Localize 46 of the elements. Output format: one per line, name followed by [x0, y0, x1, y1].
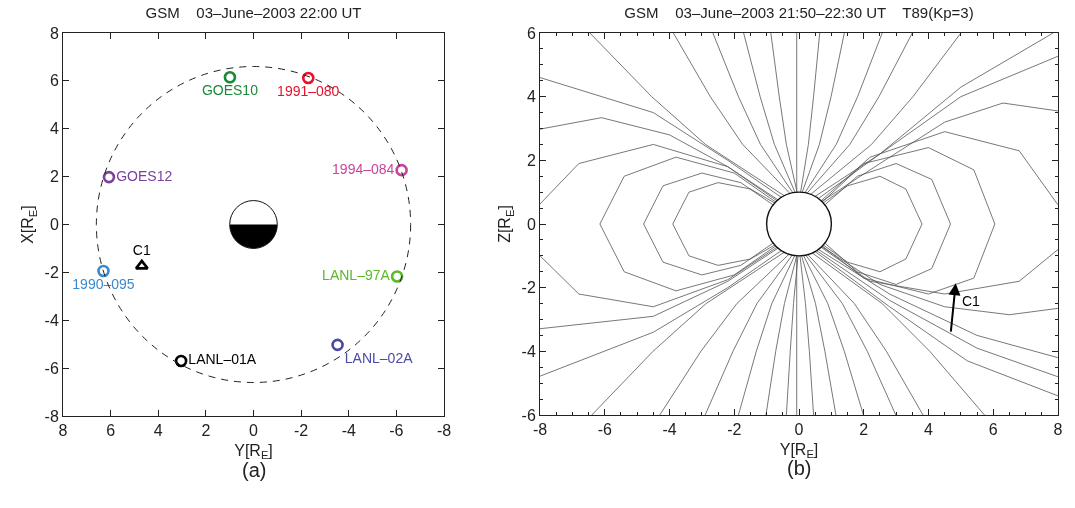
series-label: LANL–02A — [344, 349, 414, 366]
chart-title: GSM 03–June–2003 22:00 UT — [145, 4, 362, 22]
x-tick-label: -4 — [341, 422, 356, 440]
x-tick-label: 8 — [1053, 421, 1063, 439]
x-tick-label: 2 — [201, 422, 211, 440]
series-label: 1991–080 — [277, 82, 340, 99]
x-tick-label: -6 — [389, 422, 404, 440]
y-tick-label: 6 — [526, 24, 536, 42]
y-tick-label: -6 — [44, 359, 59, 377]
series-label: 1994–084 — [332, 160, 395, 177]
series-label: GOES10 — [201, 82, 259, 99]
series-label: LANL–01A — [188, 351, 257, 368]
y-tick-label: 8 — [49, 24, 59, 42]
x-tick-label: -2 — [727, 421, 742, 439]
y-tick-label: 4 — [526, 88, 536, 106]
x-tick-label: 0 — [249, 422, 259, 440]
y-tick-label: 0 — [526, 215, 536, 233]
chart-title: GSM 03–June–2003 21:50–22:30 UT T89(Kp=3) — [624, 4, 974, 22]
x-tick-label: 4 — [153, 422, 163, 440]
y-tick-label: -4 — [521, 342, 536, 360]
y-tick-label: 2 — [49, 168, 59, 186]
x-tick-label: 2 — [859, 421, 869, 439]
series-label: C1 — [132, 242, 151, 259]
y-tick-label: -6 — [521, 406, 536, 424]
text: (a) — [242, 459, 267, 481]
x-tick-label: 4 — [924, 421, 934, 439]
x-tick-label: 0 — [794, 421, 804, 439]
x-tick-label: -8 — [436, 422, 452, 440]
y-tick-label: 0 — [49, 216, 59, 234]
annotation: C1 — [962, 293, 981, 309]
y-tick-label: 2 — [526, 151, 536, 169]
y-tick-label: -8 — [44, 407, 59, 425]
y-tick-label: -4 — [44, 311, 59, 329]
y-tick-label: -2 — [44, 263, 59, 281]
series-label: GOES12 — [116, 167, 173, 184]
x-tick-label: 6 — [988, 421, 998, 439]
x-tick-label: -2 — [294, 422, 309, 440]
series-label: LANL–97A — [322, 266, 391, 283]
y-tick-label: -2 — [521, 279, 536, 297]
series-label: 1990–095 — [72, 275, 135, 292]
y-tick-label: 4 — [49, 120, 59, 138]
y-tick-label: 6 — [49, 72, 59, 90]
x-tick-label: 6 — [106, 422, 116, 440]
x-axis-title: Y[R$_{E}$] — [234, 441, 273, 462]
x-tick-label: -6 — [597, 421, 612, 439]
x-tick-label: -4 — [662, 421, 677, 439]
